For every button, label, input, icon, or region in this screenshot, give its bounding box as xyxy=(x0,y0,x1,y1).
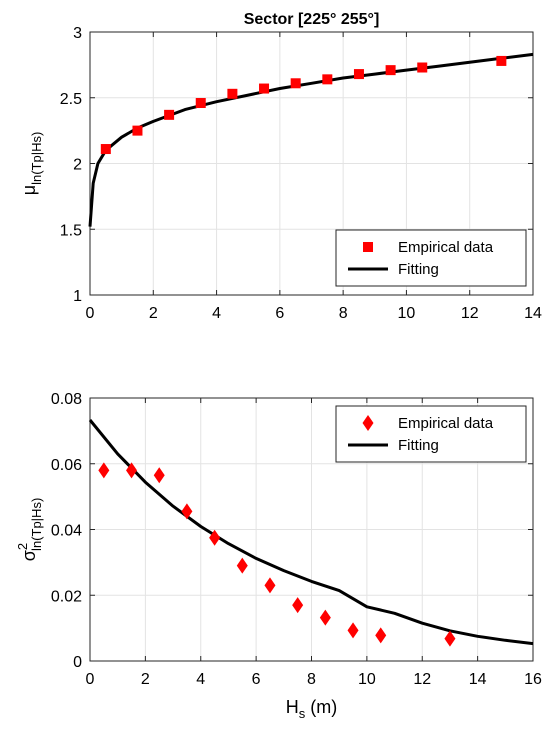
chart-bottom: 0 2 4 6 8 10 12 14 16 0 0.02 0.04 0.06 0.08 σ2ln(Tp|Hs… xyxy=(15,391,542,721)
legend-label: Empirical data xyxy=(398,239,494,256)
x-tick-label: 6 xyxy=(275,305,284,322)
x-tick-label: 14 xyxy=(469,671,487,688)
legend-marker xyxy=(363,242,373,252)
data-point xyxy=(353,69,364,80)
data-point xyxy=(375,627,387,644)
data-point xyxy=(444,630,456,647)
data-point xyxy=(126,462,138,479)
data-point xyxy=(153,467,165,484)
data-point xyxy=(292,597,304,614)
x-tick-label: 6 xyxy=(252,671,261,688)
data-point xyxy=(496,55,507,66)
x-axis-label: Hs (m) xyxy=(286,697,337,721)
data-point xyxy=(322,74,333,85)
data-point xyxy=(385,65,396,76)
x-tick-label: 16 xyxy=(524,671,542,688)
fitting-line xyxy=(88,52,534,227)
y-tick-label: 3 xyxy=(73,25,82,42)
y-axis-label: μln(Tp|Hs) xyxy=(19,132,44,196)
x-tick-label: 10 xyxy=(358,671,376,688)
y-tick-label: 0.06 xyxy=(51,457,82,474)
data-point xyxy=(417,62,428,73)
x-tick-label: 8 xyxy=(307,671,316,688)
data-point xyxy=(259,83,270,94)
x-tick-label: 12 xyxy=(413,671,431,688)
y-tick-label: 1 xyxy=(73,288,82,305)
legend-label: Fitting xyxy=(398,437,439,454)
data-point xyxy=(290,78,301,89)
x-tick-label: 12 xyxy=(461,305,479,322)
x-tick-label: 4 xyxy=(212,305,221,322)
x-tick-label: 2 xyxy=(149,305,158,322)
y-tick-label: 2 xyxy=(73,157,82,174)
legend-box xyxy=(335,405,527,463)
x-tick-label: 14 xyxy=(524,305,542,322)
data-point xyxy=(347,622,359,639)
data-point xyxy=(98,462,110,479)
y-tick-label: 2.5 xyxy=(60,91,82,108)
data-point xyxy=(164,109,175,120)
y-tick-label: 0.02 xyxy=(51,588,82,605)
x-tick-label: 10 xyxy=(398,305,416,322)
x-tick-label: 0 xyxy=(86,671,95,688)
data-point xyxy=(132,125,143,136)
y-tick-label: 1.5 xyxy=(60,222,82,239)
x-tick-label: 0 xyxy=(86,305,95,322)
chart-top: 0 2 4 6 8 10 12 14 1 1.5 2 2.5 3 Sector [225° 255°] μl… xyxy=(19,11,542,322)
x-tick-label: 4 xyxy=(196,671,205,688)
legend-marker xyxy=(362,415,374,431)
y-tick-label: 0.08 xyxy=(51,391,82,408)
legend-label: Empirical data xyxy=(398,415,494,432)
chart-title: Sector [225° 255°] xyxy=(244,11,380,28)
data-point xyxy=(181,503,193,520)
fitting-line xyxy=(88,419,534,646)
y-tick-label: 0.04 xyxy=(51,523,82,540)
data-point xyxy=(209,529,221,546)
legend-box xyxy=(335,229,527,287)
x-tick-label: 2 xyxy=(141,671,150,688)
y-axis-label: σ2ln(Tp|Hs) xyxy=(15,498,44,562)
data-point xyxy=(227,88,238,99)
data-point xyxy=(100,144,111,155)
legend-label: Fitting xyxy=(398,261,439,278)
x-tick-label: 8 xyxy=(339,305,348,322)
data-point xyxy=(264,577,276,594)
data-point xyxy=(319,609,331,626)
data-point xyxy=(236,557,248,574)
data-point xyxy=(195,98,206,109)
y-tick-label: 0 xyxy=(73,654,82,671)
